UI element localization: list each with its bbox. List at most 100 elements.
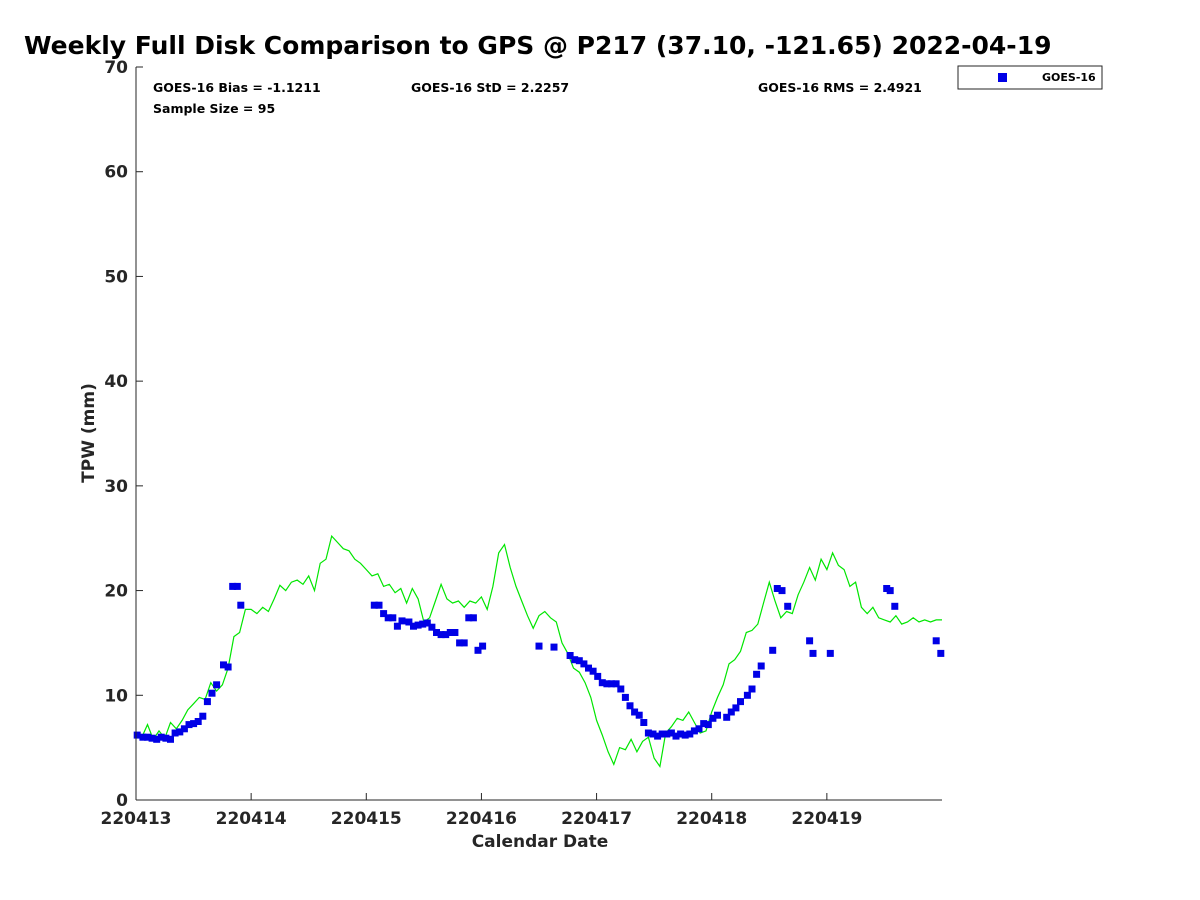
goes16-data-point xyxy=(635,711,643,719)
goes16-data-point xyxy=(769,646,777,654)
x-tick-label: 220415 xyxy=(331,809,402,829)
goes16-data-point xyxy=(157,733,165,741)
goes16-data-point xyxy=(410,622,417,630)
goes16-data-point xyxy=(748,685,756,693)
chart-title: Weekly Full Disk Comparison to GPS @ P21… xyxy=(24,31,1051,60)
goes16-data-point xyxy=(167,735,174,743)
x-axis-ticks: 220413 220414 220415 220416 220417 220418 2204… xyxy=(101,793,862,829)
x-tick-label: 220413 xyxy=(101,809,172,829)
goes16-data-point xyxy=(753,670,761,678)
goes16-data-point xyxy=(384,614,392,622)
goes16-data-point xyxy=(806,637,814,645)
goes16-data-point xyxy=(208,689,216,697)
goes16-data-point xyxy=(621,693,629,701)
goes16-data-point xyxy=(598,679,606,687)
y-tick-label: 10 xyxy=(104,686,128,706)
goes16-data-point xyxy=(784,602,792,610)
goes16-data-point xyxy=(612,680,620,688)
bias-stat: GOES-16 Bias = -1.1211 xyxy=(153,80,321,95)
y-tick-label: 60 xyxy=(104,163,128,183)
goes16-data-point xyxy=(690,727,698,735)
goes16-data-point xyxy=(695,725,703,733)
goes16-data-point xyxy=(224,663,232,671)
goes16-data-point xyxy=(460,639,468,647)
goes16-data-point xyxy=(469,614,477,622)
goes16-data-point xyxy=(433,629,440,636)
goes16-data-point xyxy=(737,698,744,706)
x-axis-label: Calendar Date xyxy=(472,832,609,852)
goes16-data-point xyxy=(743,691,751,699)
goes16-data-point xyxy=(677,730,685,738)
std-stat: GOES-16 StD = 2.2257 xyxy=(411,80,569,95)
goes16-data-point xyxy=(220,661,227,669)
gps-line-layer xyxy=(135,534,942,769)
goes16-data-point xyxy=(571,656,579,664)
goes16-data-point xyxy=(375,601,383,609)
sample-size-stat: Sample Size = 95 xyxy=(153,101,275,116)
goes16-data-point xyxy=(686,730,694,738)
goes16-data-point xyxy=(709,714,717,722)
goes16-data-point xyxy=(594,672,602,680)
y-tick-label: 70 xyxy=(104,58,128,78)
goes16-data-point xyxy=(442,631,450,639)
goes16-data-point xyxy=(446,629,454,636)
goes16-data-point xyxy=(603,680,611,688)
y-axis-label: TPW (mm) xyxy=(79,383,99,483)
goes16-data-point xyxy=(185,721,193,729)
goes16-data-point xyxy=(773,585,781,592)
x-tick-label: 220417 xyxy=(561,809,632,829)
goes16-data-point xyxy=(714,711,721,719)
goes16-data-point xyxy=(667,729,675,737)
goes16-data-point xyxy=(180,725,188,733)
goes16-data-point xyxy=(139,733,147,741)
goes16-data-point xyxy=(176,728,184,736)
goes16-data-point xyxy=(640,719,648,726)
goes16-data-point xyxy=(393,622,401,630)
goes16-data-point xyxy=(589,667,597,675)
goes16-data-point xyxy=(423,619,431,627)
goes16-data-point xyxy=(732,704,740,712)
y-tick-label: 40 xyxy=(104,372,128,392)
goes16-data-point xyxy=(133,731,141,739)
goes16-data-point xyxy=(213,681,221,689)
goes16-data-point xyxy=(658,730,666,738)
goes16-data-point xyxy=(626,702,634,710)
goes16-data-point xyxy=(932,637,940,645)
goes16-data-point xyxy=(451,629,459,636)
goes16-data-point xyxy=(370,601,378,609)
goes16-data-point xyxy=(550,643,558,651)
goes16-data-point xyxy=(398,617,406,625)
goes16-data-point xyxy=(826,649,834,657)
y-tick-label: 30 xyxy=(104,477,128,497)
goes16-data-point xyxy=(649,730,657,738)
goes16-data-point xyxy=(663,730,671,738)
x-tick-label: 220414 xyxy=(216,809,287,829)
goes16-data-point xyxy=(203,698,211,706)
goes16-data-point xyxy=(580,660,588,668)
goes16-data-point xyxy=(405,618,413,626)
goes16-data-point xyxy=(644,729,652,737)
legend-box xyxy=(957,65,1103,90)
legend: GOES-16 xyxy=(957,65,1103,90)
rms-stat: GOES-16 RMS = 2.4921 xyxy=(758,80,922,95)
goes16-data-point xyxy=(474,646,482,654)
y-tick-label: 0 xyxy=(116,791,128,811)
x-tick-label: 220418 xyxy=(676,809,747,829)
goes16-data-point xyxy=(229,582,237,590)
goes16-data-point xyxy=(809,649,817,657)
goes16-data-point xyxy=(419,620,427,628)
goes16-data-point xyxy=(456,639,464,647)
goes16-data-point xyxy=(654,732,662,740)
x-tick-label: 220416 xyxy=(446,809,517,829)
goes16-data-point xyxy=(704,721,712,729)
goes16-data-point xyxy=(144,733,151,741)
goes16-data-point xyxy=(681,731,689,739)
goes16-data-point xyxy=(700,720,708,728)
goes16-data-point xyxy=(162,734,170,742)
goes16-data-point xyxy=(233,582,241,590)
goes16-marker-layer xyxy=(133,582,945,743)
y-tick-label: 20 xyxy=(104,582,128,602)
goes16-data-point xyxy=(437,631,445,639)
x-tick-label: 220419 xyxy=(791,809,862,829)
goes16-data-point xyxy=(672,732,680,740)
